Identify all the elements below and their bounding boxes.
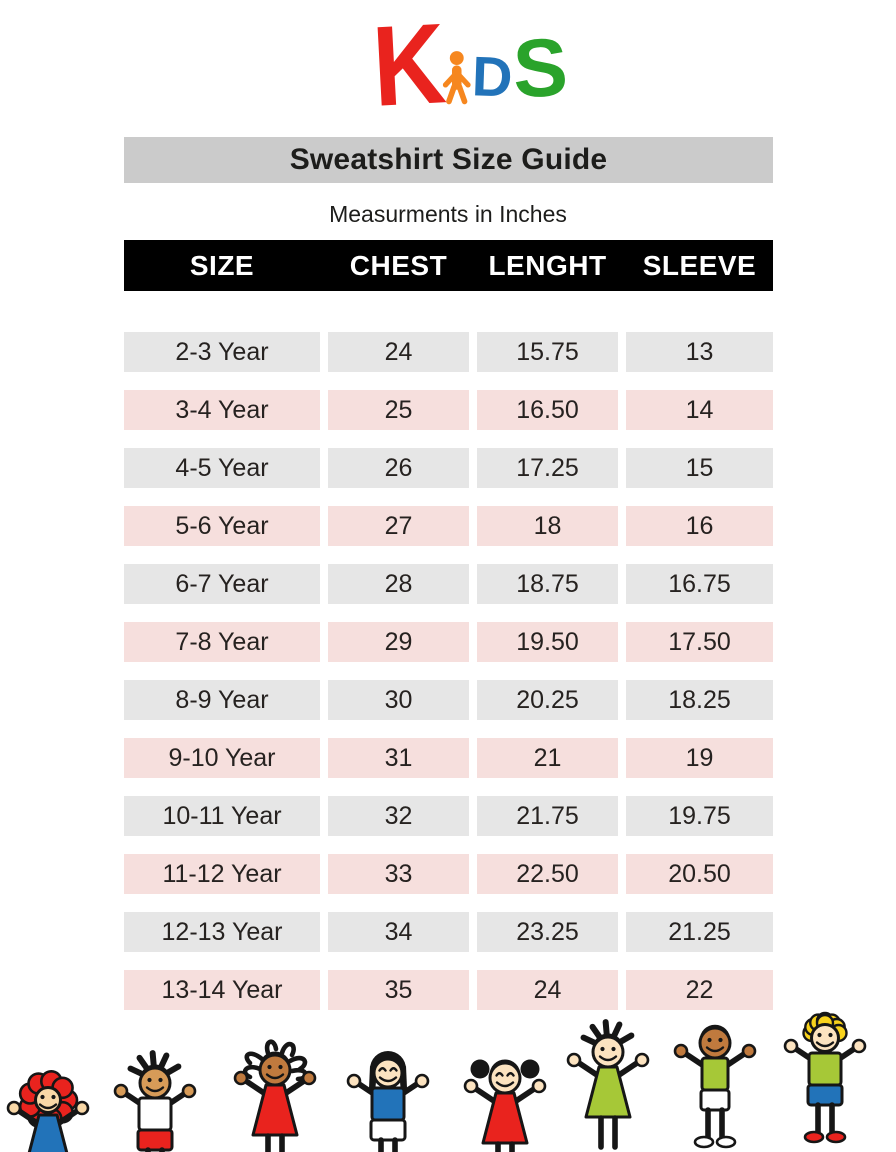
title-bar: Sweatshirt Size Guide [124, 137, 773, 183]
cell-chest: 30 [328, 680, 469, 720]
cell-chest: 24 [328, 332, 469, 372]
cell-size: 7-8 Year [124, 622, 320, 662]
cell-size: 10-11 Year [124, 796, 320, 836]
cell-length: 17.25 [477, 448, 618, 488]
cell-chest: 29 [328, 622, 469, 662]
cell-length: 24 [477, 970, 618, 1010]
cell-size: 8-9 Year [124, 680, 320, 720]
girl-curly-pigtails-red-dress [233, 1039, 317, 1152]
cell-sleeve: 21.25 [626, 912, 773, 952]
boy-green-tank-white-shorts [673, 1024, 757, 1149]
cell-size: 4-5 Year [124, 448, 320, 488]
subtitle-units: Measurments in Inches [329, 200, 567, 227]
cell-length: 22.50 [477, 854, 618, 894]
cell-sleeve: 22 [626, 970, 773, 1010]
cell-chest: 34 [328, 912, 469, 952]
logo-letter-K: K [369, 0, 449, 131]
girl-pigtails-red-dress [463, 1059, 547, 1152]
column-header-chest: CHEST [349, 249, 448, 281]
cell-sleeve: 14 [626, 390, 773, 430]
logo-child-icon [443, 51, 471, 105]
cell-chest: 26 [328, 448, 469, 488]
cell-size: 6-7 Year [124, 564, 320, 604]
cell-chest: 28 [328, 564, 469, 604]
cell-length: 23.25 [477, 912, 618, 952]
cell-chest: 32 [328, 796, 469, 836]
page-title: Sweatshirt Size Guide [289, 143, 608, 176]
cell-size: 13-14 Year [124, 970, 320, 1010]
column-header-sleeve: SLEEVE [642, 249, 757, 281]
cell-chest: 27 [328, 506, 469, 546]
cell-length: 21.75 [477, 796, 618, 836]
boy-black-bob-blue-shirt [346, 1051, 430, 1152]
kids-illustration-strip [0, 995, 896, 1152]
logo-letter-D: D [470, 44, 514, 109]
cell-size: 11-12 Year [124, 854, 320, 894]
size-table-body: 2-3 Year 24 15.75 13 3-4 Year 25 16.50 14 4-5 Ye… [124, 332, 773, 1010]
cell-sleeve: 18.25 [626, 680, 773, 720]
cell-size: 2-3 Year [124, 332, 320, 372]
cell-length: 20.25 [477, 680, 618, 720]
cell-chest: 31 [328, 738, 469, 778]
girl-red-flower-hair-blue-dress [6, 1069, 90, 1152]
cell-length: 18 [477, 506, 618, 546]
cell-sleeve: 19 [626, 738, 773, 778]
column-header-length: LENGHT [488, 249, 607, 281]
boy-spiky-hair-white-shirt [113, 1050, 197, 1152]
cell-sleeve: 20.50 [626, 854, 773, 894]
cell-size: 9-10 Year [124, 738, 320, 778]
column-header-size: SIZE [189, 249, 255, 281]
boy-yellow-curls-green-shirt [783, 1011, 867, 1144]
logo-letter-S: S [511, 22, 570, 115]
cell-length: 19.50 [477, 622, 618, 662]
cell-length: 16.50 [477, 390, 618, 430]
cell-sleeve: 17.50 [626, 622, 773, 662]
cell-chest: 33 [328, 854, 469, 894]
cell-sleeve: 16 [626, 506, 773, 546]
cell-length: 15.75 [477, 332, 618, 372]
cell-length: 21 [477, 738, 618, 778]
cell-sleeve: 15 [626, 448, 773, 488]
cell-sleeve: 19.75 [626, 796, 773, 836]
size-table-header: SIZE CHEST LENGHT SLEEVE [124, 240, 773, 291]
girl-spiky-hair-green-dress [566, 1019, 650, 1150]
cell-sleeve: 13 [626, 332, 773, 372]
cell-size: 3-4 Year [124, 390, 320, 430]
cell-sleeve: 16.75 [626, 564, 773, 604]
cell-chest: 25 [328, 390, 469, 430]
cell-size: 5-6 Year [124, 506, 320, 546]
cell-chest: 35 [328, 970, 469, 1010]
cell-size: 12-13 Year [124, 912, 320, 952]
cell-length: 18.75 [477, 564, 618, 604]
